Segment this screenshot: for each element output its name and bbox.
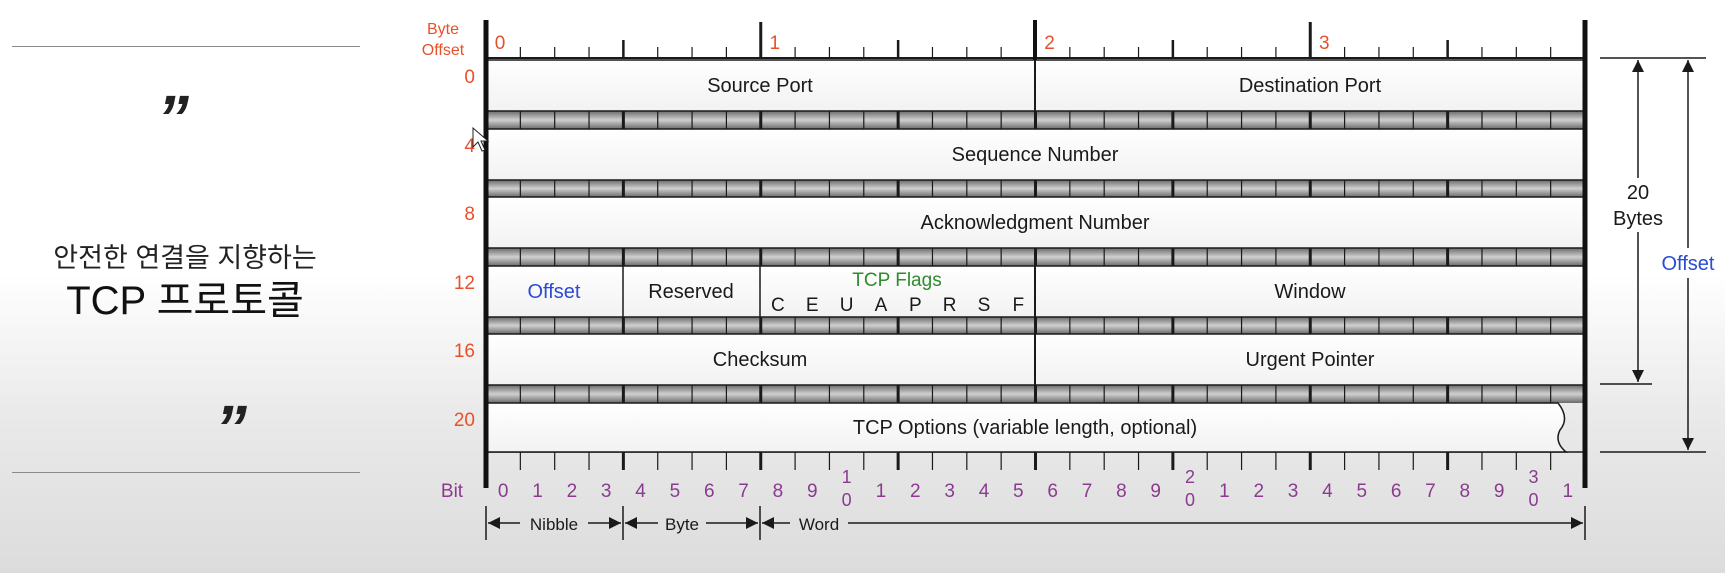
bit-number: 2 <box>567 481 578 502</box>
bit-number: 1 <box>1219 481 1230 502</box>
row-separator <box>484 248 1587 266</box>
row-separator <box>484 317 1587 334</box>
bit-number: 9 <box>807 481 818 502</box>
bit-number: 3 <box>1528 467 1538 487</box>
row-separator <box>484 385 1587 403</box>
byte-number-0: 0 <box>495 33 506 54</box>
flag-letter-p: P <box>909 295 922 316</box>
byte-number-3: 3 <box>1319 33 1330 54</box>
field-reserved: Reserved <box>648 281 734 303</box>
row-offset-4: 4 <box>464 136 475 157</box>
bit-number: 0 <box>1185 490 1195 510</box>
flag-letter-r: R <box>943 295 957 316</box>
row-offset-16: 16 <box>454 341 475 362</box>
bit-number: 5 <box>1356 481 1367 502</box>
bit-number: 6 <box>1391 481 1402 502</box>
slide-title-panel: ” 안전한 연결을 지향하는 TCP 프로토콜 ” <box>0 0 370 573</box>
bit-number: 0 <box>1528 490 1538 510</box>
bit-number: 3 <box>601 481 612 502</box>
size-bytes-word: Bytes <box>1613 208 1663 230</box>
bit-number: 2 <box>1185 467 1195 487</box>
mouse-cursor-icon <box>472 126 490 152</box>
row-offset-0: 0 <box>464 67 475 88</box>
bit-number: 8 <box>1460 481 1471 502</box>
bit-label: Bit <box>441 481 464 502</box>
field-checksum: Checksum <box>713 349 807 371</box>
field-destination-port: Destination Port <box>1239 75 1382 97</box>
field-tcp-flags: TCP Flags <box>852 270 941 291</box>
bottom-bit-ruler: 0 1 2 3 4 5 6 7 8 910 1 2 3 4 5 6 7 8 920 1 2 3 4 5 6 7 8 930 1 <box>498 467 1573 510</box>
scale-word: Word <box>799 515 839 534</box>
size-20-number: 20 <box>1627 182 1649 204</box>
slide-subtitle: 안전한 연결을 지향하는 <box>53 243 317 273</box>
close-quote-mark: ” <box>215 392 247 464</box>
bit-number: 5 <box>1013 481 1024 502</box>
top-divider <box>12 46 360 47</box>
bit-number: 6 <box>704 481 715 502</box>
bit-number: 5 <box>670 481 681 502</box>
flag-letter-f: F <box>1013 295 1025 316</box>
bit-number: 7 <box>1082 481 1093 502</box>
bit-number: 0 <box>842 490 852 510</box>
row-separator <box>484 451 1587 470</box>
bit-number: 1 <box>876 481 887 502</box>
field-sequence-number: Sequence Number <box>952 144 1119 166</box>
bit-number: 4 <box>1322 481 1333 502</box>
row-offset-20: 20 <box>454 410 475 431</box>
byte-offset-label-line1: Byte <box>427 21 459 38</box>
row-offset-12: 12 <box>454 273 475 294</box>
row-separator <box>484 180 1587 197</box>
scale-byte: Byte <box>665 515 699 534</box>
field-source-port: Source Port <box>707 75 813 97</box>
header-fields: Source Port Destination Port Sequence Nu… <box>485 59 1586 453</box>
bit-number: 3 <box>1288 481 1299 502</box>
flag-letter-c: C <box>771 295 785 316</box>
bit-number: 2 <box>1253 481 1264 502</box>
open-quote-mark: ” <box>157 82 189 154</box>
field-offset: Offset <box>528 281 581 303</box>
flag-letter-a: A <box>875 295 888 316</box>
row-separator <box>484 111 1587 129</box>
field-tcp-options: TCP Options (variable length, optional) <box>853 417 1197 439</box>
size-scale: Nibble Byte Word <box>485 506 1586 540</box>
size-annotations: 20 Bytes Offset <box>1600 57 1715 453</box>
size-offset-label: Offset <box>1662 253 1715 275</box>
bit-number: 4 <box>635 481 646 502</box>
bit-number: 9 <box>1494 481 1505 502</box>
bit-number: 0 <box>498 481 509 502</box>
bottom-divider <box>12 472 360 473</box>
slide-title: TCP 프로토콜 <box>66 279 304 323</box>
flag-letter-s: S <box>978 295 991 316</box>
row-offset-8: 8 <box>464 204 475 225</box>
field-acknowledgment-number: Acknowledgment Number <box>921 212 1150 234</box>
bit-number: 8 <box>773 481 784 502</box>
bit-number: 3 <box>944 481 955 502</box>
bit-number: 1 <box>1563 481 1574 502</box>
byte-number-2: 2 <box>1044 33 1055 54</box>
flag-letter-e: E <box>806 295 819 316</box>
bit-number: 8 <box>1116 481 1127 502</box>
byte-number-1: 1 <box>769 33 780 54</box>
bit-number: 7 <box>738 481 749 502</box>
bit-number: 1 <box>842 467 852 487</box>
scale-nibble: Nibble <box>530 515 578 534</box>
byte-offset-label-line2: Offset <box>422 42 465 59</box>
bit-number: 1 <box>532 481 543 502</box>
bit-number: 9 <box>1150 481 1161 502</box>
field-urgent-pointer: Urgent Pointer <box>1246 349 1375 371</box>
field-window: Window <box>1274 281 1346 303</box>
bit-number: 2 <box>910 481 921 502</box>
bit-number: 4 <box>979 481 990 502</box>
bit-number: 7 <box>1425 481 1436 502</box>
bit-number: 6 <box>1047 481 1058 502</box>
flag-letter-u: U <box>840 295 854 316</box>
row-offset-labels: 0 4 8 12 16 20 <box>454 67 476 431</box>
